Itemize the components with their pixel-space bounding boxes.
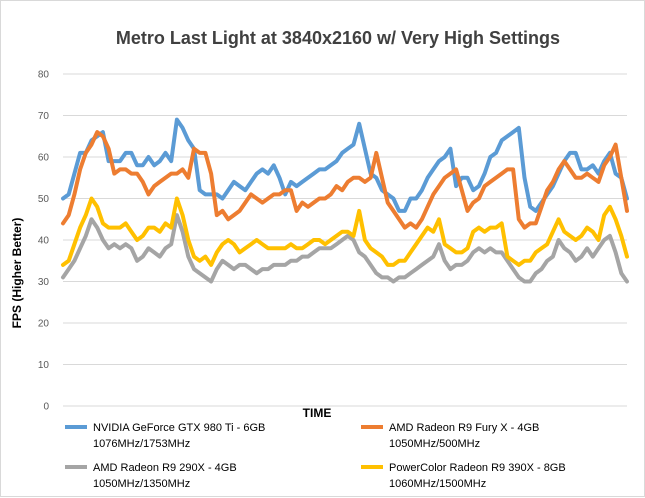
legend-item-4: PowerColor Radeon R9 390X - 8GB 1060MHz/1…	[361, 462, 566, 490]
y-tick-label: 20	[38, 319, 50, 330]
legend-label: AMD Radeon R9 290X - 4GB	[93, 462, 237, 474]
legend-item-1: NVIDIA GeForce GTX 980 Ti - 6GB 1076MHz/1…	[65, 422, 265, 450]
legend-detail: 1076MHz/1753MHz	[93, 438, 190, 450]
legend-label: NVIDIA GeForce GTX 980 Ti - 6GB	[93, 422, 265, 434]
y-axis-ticks: 0 10 20 30 40 50 60 70 80	[38, 70, 50, 413]
series-lines	[61, 117, 629, 284]
legend-detail: 1050MHz/1350MHz	[93, 478, 190, 490]
legend-detail: 1060MHz/1500MHz	[389, 478, 486, 490]
legend-label: PowerColor Radeon R9 390X - 8GB	[389, 462, 566, 474]
legend-detail: 1050MHz/500MHz	[389, 438, 480, 450]
y-tick-label: 50	[38, 194, 50, 205]
y-axis-label: FPS (Higher Better)	[10, 218, 24, 329]
y-tick-label: 10	[38, 360, 50, 371]
legend-item-3: AMD Radeon R9 290X - 4GB 1050MHz/1350MHz	[65, 462, 237, 490]
legend: NVIDIA GeForce GTX 980 Ti - 6GB 1076MHz/1…	[65, 422, 566, 490]
series-line-2	[61, 130, 629, 230]
x-axis-label: TIME	[303, 406, 332, 420]
y-tick-label: 30	[38, 277, 50, 288]
y-tick-label: 60	[38, 153, 50, 164]
y-tick-label: 40	[38, 236, 50, 247]
legend-item-2: AMD Radeon R9 Fury X - 4GB 1050MHz/500MHz	[361, 422, 539, 450]
series-line-3	[61, 213, 629, 284]
legend-label: AMD Radeon R9 Fury X - 4GB	[389, 422, 539, 434]
series-line-1	[61, 117, 629, 213]
series-line-4	[61, 196, 629, 267]
chart-title: Metro Last Light at 3840x2160 w/ Very Hi…	[116, 28, 560, 48]
y-tick-label: 0	[43, 402, 49, 413]
y-tick-label: 70	[38, 111, 50, 122]
y-tick-label: 80	[38, 70, 50, 81]
